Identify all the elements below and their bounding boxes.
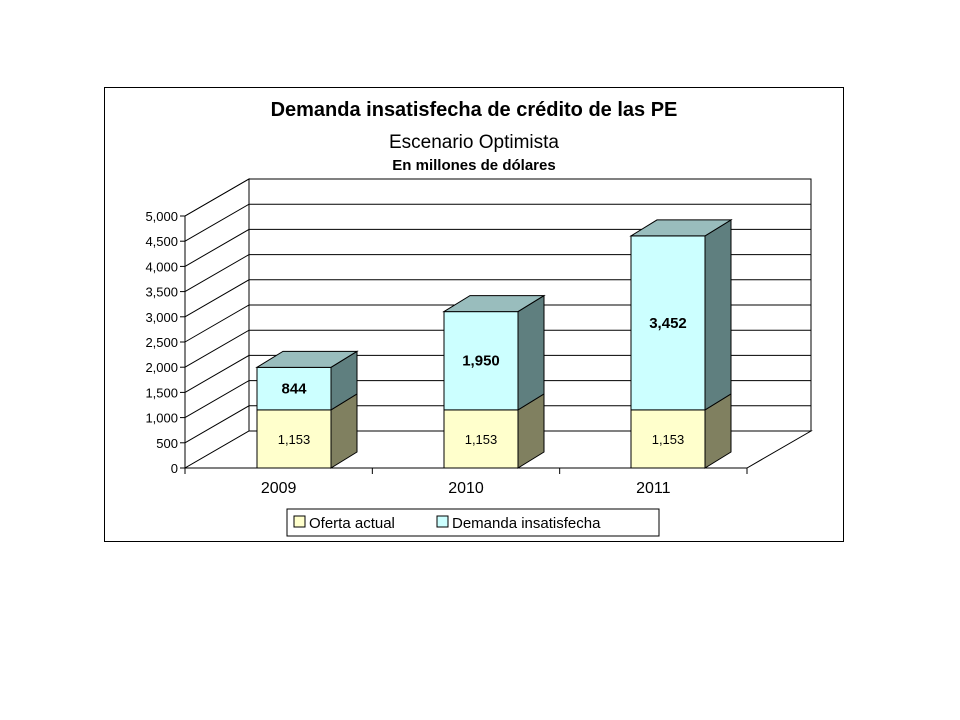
x-tick-label-2009: 2009 [261, 480, 297, 497]
data-label-2010-oferta: 1,153 [465, 432, 498, 447]
bar-front [256, 366, 332, 411]
y-tick-label: 4,500 [145, 234, 178, 249]
y-tick-label: 4,000 [145, 259, 178, 274]
legend: Oferta actual Demanda insatisfecha [286, 508, 660, 537]
bar-top [442, 295, 546, 313]
legend-swatch-demanda [436, 515, 449, 528]
x-tick-label-2010: 2010 [448, 480, 484, 497]
bar-front [630, 409, 706, 469]
y-axis: 0 500 1,000 1,500 2,000 2,500 3,000 3,500 4,000 4… [145, 209, 186, 476]
y-tick-label: 2,500 [145, 335, 178, 350]
gridline [184, 380, 811, 419]
x-tick-label-2011: 2011 [636, 480, 671, 497]
gridline [184, 254, 811, 293]
bar-side [704, 219, 732, 411]
data-label-2010-demanda: 1,950 [462, 353, 500, 370]
x-axis: 2009 2010 2011 [184, 467, 748, 497]
y-tick-label: 3,000 [145, 310, 178, 325]
data-label-2011-oferta: 1,153 [652, 432, 685, 447]
bar-top [629, 219, 733, 237]
bar-2011-demanda: 3,452 [629, 219, 733, 411]
bar-side [517, 294, 545, 411]
bar-front [630, 235, 706, 411]
gridline [184, 405, 811, 444]
bar-2010-demanda: 1,950 [442, 294, 546, 411]
legend-label-oferta: Oferta actual [309, 515, 395, 532]
bar-front [443, 409, 519, 469]
y-tick-label: 2,000 [145, 360, 178, 375]
gridline [184, 279, 811, 318]
bar-2009-oferta: 1,153 [256, 392, 358, 469]
y-tick-label: 1,500 [145, 385, 178, 400]
gridlines [184, 178, 811, 444]
bar-2010-oferta: 1,153 [443, 392, 545, 469]
legend-swatch-oferta [293, 515, 306, 528]
bar-2011-oferta: 1,153 [630, 392, 732, 469]
legend-box [286, 508, 660, 537]
chart-title: Demanda insatisfecha de crédito de las P… [271, 99, 678, 121]
gridline [184, 228, 811, 267]
y-tick-label: 0 [171, 461, 178, 476]
data-label-2009-oferta: 1,153 [278, 432, 311, 447]
data-label-2011-demanda: 3,452 [649, 315, 687, 332]
gridline [184, 304, 811, 343]
bar-top [255, 350, 359, 368]
chart-units: En millones de dólares [392, 157, 555, 174]
chart-subtitle: Escenario Optimista [389, 132, 559, 153]
y-tick-label: 5,000 [145, 209, 178, 224]
bar-front [443, 311, 519, 411]
data-label-2009-demanda: 844 [281, 381, 307, 398]
y-tick-label: 1,000 [145, 411, 178, 426]
gridline [184, 203, 811, 242]
y-tick-label: 3,500 [145, 285, 178, 300]
legend-label-demanda: Demanda insatisfecha [452, 515, 601, 532]
y-tick-label: 500 [156, 436, 178, 451]
bar-2009-demanda: 844 [255, 350, 359, 411]
bars: 1,153 844 1,153 1,950 1,153 3,452 [255, 219, 733, 469]
gridline [184, 329, 811, 368]
gridline [184, 178, 811, 217]
gridline [184, 354, 811, 393]
